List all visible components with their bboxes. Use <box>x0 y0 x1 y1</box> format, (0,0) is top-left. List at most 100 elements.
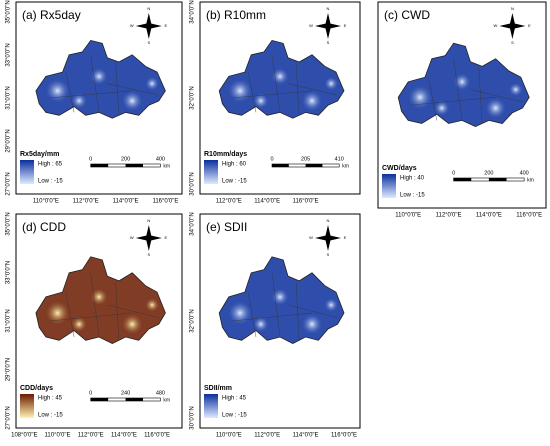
scale-bar <box>125 164 143 167</box>
county-border <box>295 63 300 116</box>
patch <box>251 315 270 334</box>
compass-letter: N <box>147 6 150 11</box>
compass-letter: S <box>511 40 514 45</box>
lat-label: 33°0'0"N <box>6 261 12 284</box>
map-panel: (b) R10mm N E S W R10mm/days High : 60 Low : -1… <box>190 0 361 205</box>
lon-label: 112°0'0"E <box>436 213 462 219</box>
legend-low: Low : -15 <box>38 413 63 419</box>
county-border <box>107 83 159 96</box>
panel-label: (b) R10mm <box>206 8 266 22</box>
legend-high: High : 45 <box>38 396 63 402</box>
scale-label: 240 <box>121 390 130 396</box>
patch <box>70 91 89 110</box>
map-panel: (c) CWD N E S W CWD/days High : 40 Low : -15 0 20… <box>377 1 547 219</box>
legend-high: High : 45 <box>222 396 247 402</box>
legend-low: Low : -15 <box>222 179 247 185</box>
patch <box>43 298 72 327</box>
lon-label: 114°0'0"E <box>113 199 139 205</box>
scale-label: 400 <box>156 156 165 162</box>
scale-unit: km <box>163 163 170 169</box>
legend-ramp <box>204 394 218 418</box>
patch <box>120 88 145 113</box>
scale-bar <box>272 164 289 167</box>
lon-label: 114°0'0"E <box>254 199 280 205</box>
patch <box>70 315 89 334</box>
map-panel: (a) Rx5day N E S W Rx5day/mm High : 65 Low : -1… <box>6 0 183 205</box>
legend-title: Rx5day/mm <box>20 151 59 158</box>
county-border <box>453 58 463 121</box>
patch <box>432 99 451 118</box>
compass-letter: N <box>327 218 330 223</box>
county-border <box>49 90 133 99</box>
lon-label: 114°0'0"E <box>293 433 319 439</box>
patch <box>323 75 340 92</box>
county-border <box>107 304 159 318</box>
lat-label: 30°0'0"N <box>190 406 196 429</box>
county-border <box>411 97 496 106</box>
compass-letter: E <box>528 23 531 28</box>
scale-label: 200 <box>484 170 493 176</box>
province-outline <box>35 39 166 119</box>
scale-label: 0 <box>89 156 92 162</box>
lon-label: 112°0'0"E <box>254 433 280 439</box>
county-border <box>478 67 483 124</box>
lat-label: 34°0'0"N <box>190 212 196 235</box>
lat-label: 35°0'0"N <box>6 212 12 235</box>
county-border <box>115 282 120 341</box>
compass-letter: S <box>147 40 150 45</box>
county-border <box>247 72 257 113</box>
lat-label: 32°0'0"N <box>190 309 196 332</box>
lon-label: 116°0'0"E <box>516 213 542 219</box>
legend-title: CWD/days <box>382 165 417 172</box>
lon-label: 112°0'0"E <box>73 199 99 205</box>
lon-label: 116°0'0"E <box>293 199 319 205</box>
scale-label: 480 <box>156 390 165 396</box>
north-arrow <box>315 23 341 29</box>
patch <box>89 286 109 307</box>
patch <box>270 286 290 307</box>
county-border <box>271 54 281 113</box>
compass-letter: W <box>494 23 498 28</box>
patch <box>43 76 72 105</box>
lon-label: 114°0'0"E <box>476 213 502 219</box>
patch <box>452 71 472 92</box>
patch <box>406 83 434 112</box>
north-arrow <box>499 23 526 29</box>
compass-letter: E <box>344 235 347 240</box>
panel-label: (d) CDD <box>22 220 66 234</box>
lat-label: 33°0'0"N <box>6 43 12 66</box>
scale-unit: km <box>342 163 349 169</box>
county-border <box>65 292 75 338</box>
county-border <box>49 312 133 322</box>
lon-label: 116°0'0"E <box>152 199 178 205</box>
legend-ramp <box>204 160 218 184</box>
county-border <box>115 63 120 116</box>
patch <box>144 75 161 92</box>
patch <box>120 312 145 337</box>
north-arrow <box>315 235 341 241</box>
scale-unit: km <box>527 177 534 183</box>
scale-bar <box>90 164 109 167</box>
compass-letter: S <box>327 252 330 257</box>
lat-label: 29°0'0"N <box>6 358 12 381</box>
map-panel: (d) CDD N E S W CDD/days High : 45 Low : -15 0 24… <box>6 212 183 439</box>
legend-ramp <box>382 174 396 198</box>
scale-label: 410 <box>335 156 344 162</box>
compass-letter: E <box>164 235 167 240</box>
patch <box>300 88 324 113</box>
compass-letter: N <box>147 218 150 223</box>
compass-letter: W <box>309 235 313 240</box>
lon-label: 110°0'0"E <box>216 433 242 439</box>
legend-ramp <box>20 394 34 418</box>
north-arrow <box>135 23 162 29</box>
county-border <box>295 282 300 341</box>
panel-label: (a) Rx5day <box>22 8 81 22</box>
compass-letter: E <box>164 23 167 28</box>
province-outline <box>35 256 166 344</box>
compass-letter: N <box>327 6 330 11</box>
lat-label: 27°0'0"N <box>6 172 12 195</box>
lat-label: 31°0'0"N <box>6 86 12 109</box>
panel-label: (c) CWD <box>384 8 430 22</box>
legend-ramp <box>20 160 34 184</box>
patch <box>89 66 109 87</box>
